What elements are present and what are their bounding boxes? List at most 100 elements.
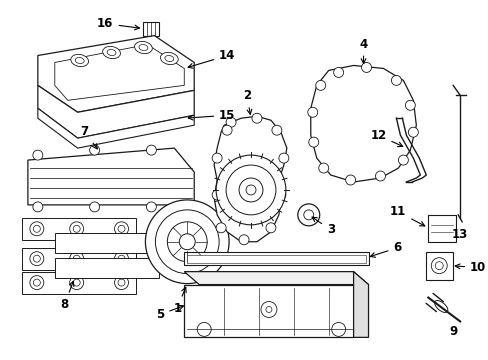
- Polygon shape: [55, 233, 159, 253]
- Circle shape: [275, 190, 285, 200]
- Polygon shape: [353, 272, 368, 337]
- Circle shape: [303, 210, 313, 220]
- Text: 6: 6: [369, 241, 401, 257]
- Circle shape: [33, 202, 43, 212]
- Ellipse shape: [75, 58, 84, 63]
- Circle shape: [179, 234, 195, 250]
- Polygon shape: [38, 108, 194, 148]
- Polygon shape: [426, 252, 452, 280]
- Circle shape: [70, 252, 83, 266]
- Ellipse shape: [102, 46, 120, 59]
- Circle shape: [430, 258, 447, 274]
- Text: 2: 2: [243, 89, 251, 114]
- Circle shape: [30, 252, 44, 266]
- Text: 11: 11: [389, 205, 424, 226]
- Circle shape: [89, 145, 100, 155]
- Circle shape: [245, 185, 255, 195]
- Circle shape: [239, 178, 263, 202]
- Circle shape: [333, 67, 343, 77]
- Circle shape: [146, 145, 156, 155]
- Circle shape: [73, 255, 80, 262]
- Polygon shape: [28, 148, 194, 205]
- Polygon shape: [38, 85, 194, 138]
- Circle shape: [225, 165, 275, 215]
- Circle shape: [216, 155, 285, 225]
- Circle shape: [307, 107, 317, 117]
- Circle shape: [216, 223, 225, 233]
- Circle shape: [225, 117, 236, 127]
- Circle shape: [30, 276, 44, 289]
- Polygon shape: [22, 248, 136, 270]
- Circle shape: [114, 252, 128, 266]
- Text: 5: 5: [156, 305, 183, 321]
- Text: 15: 15: [188, 109, 235, 122]
- Circle shape: [318, 163, 328, 173]
- Polygon shape: [22, 218, 136, 240]
- Polygon shape: [184, 272, 368, 285]
- Circle shape: [118, 255, 125, 262]
- Circle shape: [167, 222, 207, 262]
- Circle shape: [118, 279, 125, 286]
- Text: 4: 4: [359, 37, 367, 63]
- Polygon shape: [184, 285, 353, 337]
- Polygon shape: [55, 45, 184, 100]
- Ellipse shape: [71, 54, 88, 67]
- Ellipse shape: [134, 41, 152, 54]
- Ellipse shape: [434, 301, 447, 312]
- Circle shape: [118, 225, 125, 232]
- Circle shape: [308, 137, 318, 147]
- Circle shape: [315, 80, 325, 90]
- Circle shape: [89, 202, 100, 212]
- Circle shape: [114, 276, 128, 289]
- Circle shape: [407, 127, 417, 137]
- Polygon shape: [55, 258, 159, 278]
- Circle shape: [146, 202, 156, 212]
- Text: 10: 10: [454, 261, 486, 274]
- Circle shape: [222, 125, 232, 135]
- Circle shape: [278, 153, 288, 163]
- Polygon shape: [427, 215, 455, 242]
- Text: 13: 13: [451, 228, 468, 241]
- Circle shape: [345, 175, 355, 185]
- Ellipse shape: [139, 45, 147, 50]
- Circle shape: [271, 125, 281, 135]
- Text: 8: 8: [61, 282, 74, 311]
- Circle shape: [331, 323, 345, 336]
- Text: 3: 3: [311, 217, 334, 236]
- Polygon shape: [143, 22, 159, 36]
- Text: 14: 14: [188, 49, 235, 68]
- Text: 16: 16: [97, 17, 139, 30]
- Circle shape: [434, 262, 442, 270]
- Circle shape: [73, 279, 80, 286]
- Circle shape: [265, 306, 271, 312]
- Polygon shape: [22, 272, 136, 293]
- Circle shape: [212, 153, 222, 163]
- Circle shape: [33, 225, 40, 232]
- Circle shape: [390, 75, 401, 85]
- Text: 1: 1: [173, 287, 186, 315]
- Polygon shape: [38, 36, 194, 112]
- Text: 12: 12: [369, 129, 402, 147]
- Text: 9: 9: [448, 325, 456, 338]
- Ellipse shape: [164, 55, 173, 62]
- Circle shape: [197, 323, 211, 336]
- Circle shape: [145, 200, 228, 284]
- Circle shape: [33, 279, 40, 286]
- Ellipse shape: [160, 53, 178, 64]
- Circle shape: [70, 276, 83, 289]
- Ellipse shape: [107, 49, 116, 55]
- Circle shape: [114, 222, 128, 236]
- Circle shape: [33, 255, 40, 262]
- Circle shape: [265, 223, 275, 233]
- Polygon shape: [184, 252, 368, 265]
- Circle shape: [251, 113, 262, 123]
- Circle shape: [405, 100, 414, 110]
- Circle shape: [361, 63, 371, 72]
- Circle shape: [398, 155, 407, 165]
- Circle shape: [30, 222, 44, 236]
- Circle shape: [155, 210, 219, 274]
- Circle shape: [297, 204, 319, 226]
- Polygon shape: [310, 66, 415, 182]
- Circle shape: [73, 225, 80, 232]
- Circle shape: [33, 150, 43, 160]
